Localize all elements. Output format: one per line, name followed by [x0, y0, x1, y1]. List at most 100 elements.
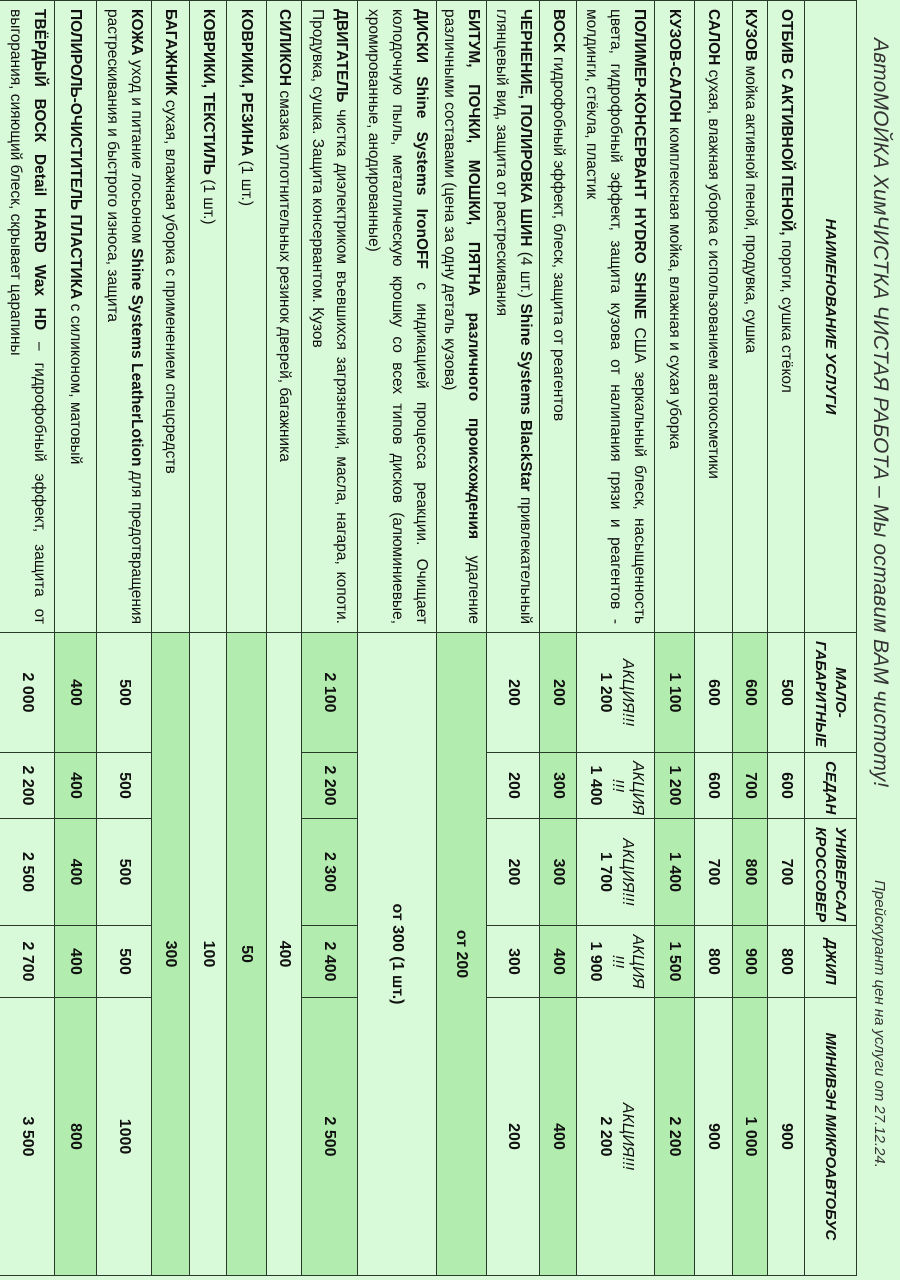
- price-cell: 2 700: [0, 925, 55, 998]
- price-cell: АКЦИЯ!!! 1 200: [576, 632, 655, 753]
- table-row: ТВЁРДЫЙ ВОСК Detail HARD Wax HD – гидроф…: [0, 0, 55, 1276]
- price-cell: 600: [732, 632, 768, 753]
- service-title: ДВИГАТЕЛЬ: [333, 9, 351, 103]
- table-row: ДВИГАТЕЛЬ чистка диэлектриком въевшихся …: [301, 0, 358, 1276]
- service-description: уход и питание лосьоном: [128, 55, 145, 249]
- service-title: ПОЛИМЕР-КОНСЕРВАНТ HYDRO SHINE: [631, 9, 649, 320]
- service-name: КОЖА уход и питание лосьоном Shine Syste…: [96, 0, 152, 633]
- column-header: ДЖИП: [804, 925, 857, 998]
- price-cell: 800: [767, 925, 805, 998]
- price-cell: АКЦИЯ !!! 1 400: [576, 752, 655, 819]
- price-cell: 400: [54, 818, 97, 926]
- service-description: (1 шт.): [238, 156, 256, 207]
- price-cell: 900: [767, 997, 805, 1276]
- service-name: ПОЛИМЕР-КОНСЕРВАНТ HYDRO SHINE США зерка…: [576, 0, 655, 633]
- promo-label: АКЦИЯ!!!: [619, 658, 637, 727]
- price-cell: 300: [151, 632, 190, 1276]
- column-header: МАЛО-ГАБАРИТНЫЕ: [804, 632, 857, 753]
- service-title: КУЗОВ-САЛОН: [666, 9, 684, 123]
- table-row: САЛОН сухая, влажная уборка с использова…: [694, 0, 733, 1276]
- price-cell: 500: [96, 818, 152, 926]
- price-value: 1 900: [587, 941, 605, 982]
- price-cell: 1 100: [654, 632, 695, 753]
- table-row: КУЗОВ-САЛОН комплексная мойка, влажная и…: [654, 0, 695, 1276]
- price-cell: 50: [226, 632, 267, 1276]
- price-cell: 100: [189, 632, 227, 1276]
- price-cell: 500: [96, 632, 152, 753]
- price-cell: 2 500: [0, 818, 55, 926]
- price-cell: АКЦИЯ!!! 1 700: [576, 818, 655, 926]
- service-title: КОВРИКИ, ТЕКСТИЛЬ: [200, 9, 217, 175]
- service-name: КУЗОВ мойка активной пеной, продувка, су…: [732, 0, 768, 633]
- price-cell: 800: [694, 925, 733, 998]
- service-title: ТВЁРДЫЙ ВОСК Detail HARD Wax HD: [31, 9, 48, 331]
- table-header-row: НАИМЕНОВАНИЕ УСЛУГИ МАЛО-ГАБАРИТНЫЕ СЕДА…: [804, 0, 857, 1276]
- service-name: САЛОН сухая, влажная уборка с использова…: [694, 0, 733, 633]
- price-cell: 900: [732, 925, 768, 998]
- price-cell: 400: [539, 997, 577, 1276]
- price-cell: 800: [732, 818, 768, 926]
- table-row: БАГАЖНИК сухая, влажная уборка с примене…: [151, 0, 190, 1276]
- price-cell: 300: [486, 925, 540, 998]
- price-cell: 700: [732, 752, 768, 819]
- service-name: СИЛИКОН смазка уплотнительных резинок дв…: [266, 0, 302, 633]
- service-description: с силиконом, матовый: [67, 299, 85, 465]
- service-description: (4 шт.): [517, 246, 534, 304]
- price-cell: 1 200: [654, 752, 695, 819]
- price-cell: АКЦИЯ !!! 1 900: [576, 925, 655, 998]
- service-name: ОТБИВ С АКТИВНОЙ ПЕНОЙ, пороги, сушка ст…: [767, 0, 805, 633]
- service-title: ЧЕРНЕНИЕ, ПОЛИРОВКА ШИН: [517, 9, 534, 247]
- service-title: БАГАЖНИК: [162, 9, 180, 96]
- service-title: ДИСКИ Shine Systems IronOFF: [413, 9, 430, 269]
- promo-label: АКЦИЯ !!!: [609, 761, 647, 816]
- service-description: гидрофобный эффект, блеск, защита от реа…: [550, 52, 567, 422]
- column-header: УНИВЕРСАЛ КРОССОВЕР: [804, 818, 857, 926]
- price-cell: 200: [539, 632, 577, 753]
- table-row: КУЗОВ мойка активной пеной, продувка, су…: [732, 0, 768, 1276]
- service-title: СИЛИКОН: [276, 9, 293, 87]
- price-cell: 2 500: [301, 997, 358, 1276]
- price-cell: 2 400: [301, 925, 358, 998]
- price-cell: 200: [486, 752, 540, 819]
- table-row: ПОЛИМЕР-КОНСЕРВАНТ HYDRO SHINE США зерка…: [576, 0, 655, 1276]
- service-title: БИТУМ, ПОЧКИ, МОШКИ, ПЯТНА различного пр…: [465, 9, 483, 539]
- price-value: 1 400: [587, 765, 605, 806]
- table-row: ВОСК гидрофобный эффект, блеск, защита о…: [539, 0, 577, 1276]
- price-cell: 2 100: [301, 632, 358, 753]
- table-row: ДИСКИ Shine Systems IronOFF с индикацией…: [357, 0, 437, 1276]
- table-row: КОВРИКИ, РЕЗИНА (1 шт.) 50: [226, 0, 267, 1276]
- table-row: ЧЕРНЕНИЕ, ПОЛИРОВКА ШИН (4 шт.) Shine Sy…: [486, 0, 540, 1276]
- price-value: 1 200: [597, 672, 615, 713]
- price-cell: 400: [54, 632, 97, 753]
- service-description: смазка уплотнительных резинок дверей, ба…: [276, 86, 293, 462]
- price-cell: 2 200: [654, 997, 695, 1276]
- promo-label: АКЦИЯ!!!: [619, 1102, 637, 1171]
- table-row: КОЖА уход и питание лосьоном Shine Syste…: [96, 0, 152, 1276]
- price-cell: АКЦИЯ!!! 2 200: [576, 997, 655, 1276]
- price-cell: 800: [54, 997, 97, 1276]
- price-value: 2 200: [597, 1116, 615, 1157]
- price-cell: 1 000: [732, 997, 768, 1276]
- price-cell: 1000: [96, 997, 152, 1276]
- service-description: (1 шт.): [200, 174, 217, 225]
- service-title: КОВРИКИ, РЕЗИНА: [238, 9, 256, 157]
- service-name: ЧЕРНЕНИЕ, ПОЛИРОВКА ШИН (4 шт.) Shine Sy…: [486, 0, 540, 633]
- price-cell: 200: [486, 632, 540, 753]
- service-title: ПОЛИРОЛЬ-ОЧИСТИТЕЛЬ ПЛАСТИКА: [67, 9, 85, 300]
- service-description: сухая, влажная уборка с применением спец…: [162, 95, 180, 474]
- table-row: ПОЛИРОЛЬ-ОЧИСТИТЕЛЬ ПЛАСТИКА с силиконом…: [54, 0, 97, 1276]
- service-description: мойка активной пеной, продувка, сушка: [742, 61, 759, 354]
- column-header: СЕДАН: [804, 752, 857, 819]
- price-list-date: Прейскурант цен на услуги от 27.12.24.: [871, 880, 888, 1168]
- service-name: КОВРИКИ, РЕЗИНА (1 шт.): [226, 0, 267, 633]
- price-cell: 700: [694, 818, 733, 926]
- price-cell: 2 000: [0, 632, 55, 753]
- promo-label: АКЦИЯ !!!: [609, 934, 647, 989]
- service-name: ВОСК гидрофобный эффект, блеск, защита о…: [539, 0, 577, 633]
- price-cell: 300: [539, 752, 577, 819]
- column-header: НАИМЕНОВАНИЕ УСЛУГИ: [804, 0, 857, 633]
- price-cell: 1 400: [654, 818, 695, 926]
- table-row: ОТБИВ С АКТИВНОЙ ПЕНОЙ, пороги, сушка ст…: [767, 0, 805, 1276]
- column-header: МИНИВЭН МИКРОАВТОБУС: [804, 997, 857, 1276]
